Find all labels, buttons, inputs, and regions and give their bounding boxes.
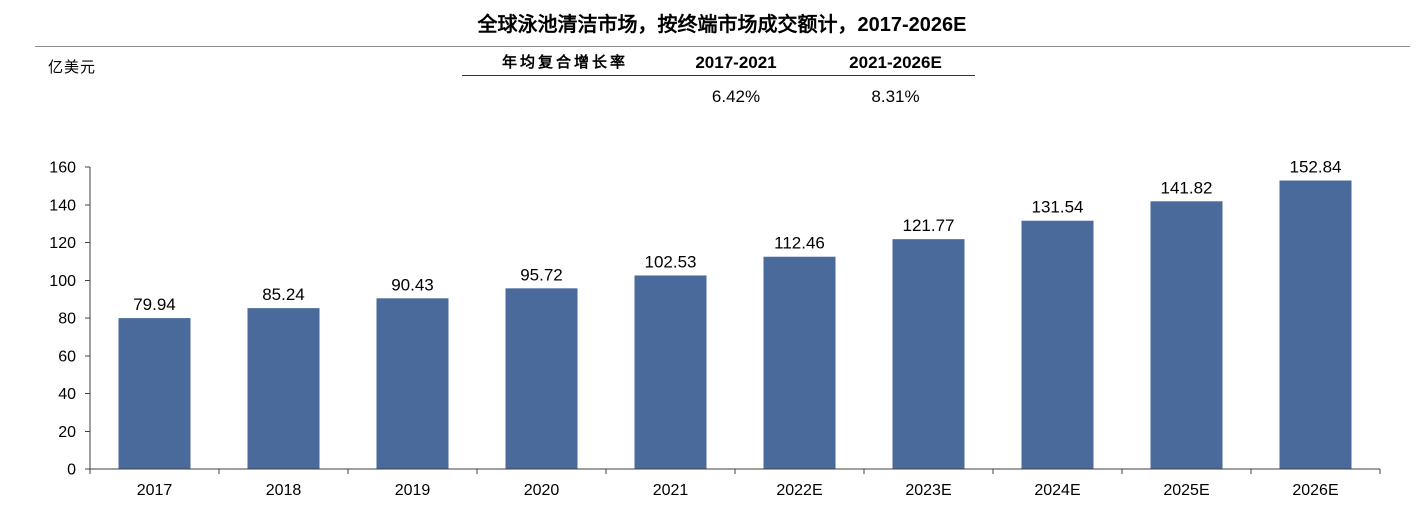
cagr-value-2021-2026e: 8.31% (871, 87, 920, 106)
bar-2017 (118, 318, 191, 469)
cagr-table: 年均复合增长率 2017-2021 2021-2026E 6.42% 8.31% (462, 50, 975, 108)
x-tick-label-2023e: 2023E (905, 482, 951, 499)
x-tick-label-2017: 2017 (137, 482, 173, 499)
bar-2018 (247, 308, 320, 469)
bar-2019 (376, 298, 449, 469)
bar-2021 (634, 275, 707, 469)
data-label-2022e: 112.46 (774, 234, 825, 253)
data-label-2021: 102.53 (645, 252, 697, 271)
cagr-value-2017-2021: 6.42% (711, 87, 761, 106)
title-divider (35, 46, 1410, 47)
y-tick-label-120: 120 (49, 235, 76, 252)
x-tick-label-2026e: 2026E (1292, 482, 1338, 499)
x-tick-label-2019: 2019 (395, 482, 431, 499)
bar-2022e (763, 256, 836, 469)
y-tick-label-80: 80 (58, 311, 76, 328)
data-label-2019: 90.43 (391, 275, 434, 294)
x-tick-label-2021: 2021 (653, 482, 689, 499)
y-tick-label-60: 60 (58, 348, 76, 365)
y-tick-label-140: 140 (49, 197, 76, 214)
data-label-2026e: 152.84 (1290, 158, 1342, 177)
cagr-values-row: 6.42% 8.31% (462, 86, 975, 108)
x-tick-label-2024e: 2024E (1034, 482, 1080, 499)
cagr-period-2021-2026e: 2021-2026E (849, 52, 942, 72)
bar-2024e (1021, 220, 1094, 469)
bar-2026e (1279, 180, 1352, 469)
y-tick-label-160: 160 (49, 160, 76, 177)
y-tick-label-100: 100 (49, 273, 76, 290)
bar-2023e (892, 239, 965, 469)
y-tick-label-40: 40 (58, 386, 76, 403)
x-tick-label-2020: 2020 (524, 482, 560, 499)
x-tick-label-2018: 2018 (266, 482, 302, 499)
bar-2020 (505, 288, 578, 469)
data-label-2020: 95.72 (520, 265, 563, 284)
x-tick-label-2022e: 2022E (776, 482, 822, 499)
cagr-header-label: 年均复合增长率 (501, 53, 628, 71)
data-label-2017: 79.94 (133, 295, 176, 314)
data-label-2025e: 141.82 (1161, 178, 1213, 197)
x-tick-label-2025e: 2025E (1163, 482, 1209, 499)
data-label-2024e: 131.54 (1032, 198, 1084, 217)
cagr-header-row: 年均复合增长率 2017-2021 2021-2026E (462, 50, 975, 76)
y-tick-label-0: 0 (67, 462, 76, 479)
y-tick-label-20: 20 (58, 424, 76, 441)
data-label-2023e: 121.77 (903, 216, 955, 235)
chart-title: 全球泳池清洁市场，按终端市场成交额计，2017-2026E (477, 14, 967, 36)
data-label-2018: 85.24 (262, 285, 305, 304)
bar-2025e (1150, 201, 1223, 469)
cagr-period-2017-2021: 2017-2021 (695, 52, 777, 72)
y-axis-unit-label: 亿美元 (48, 59, 97, 76)
